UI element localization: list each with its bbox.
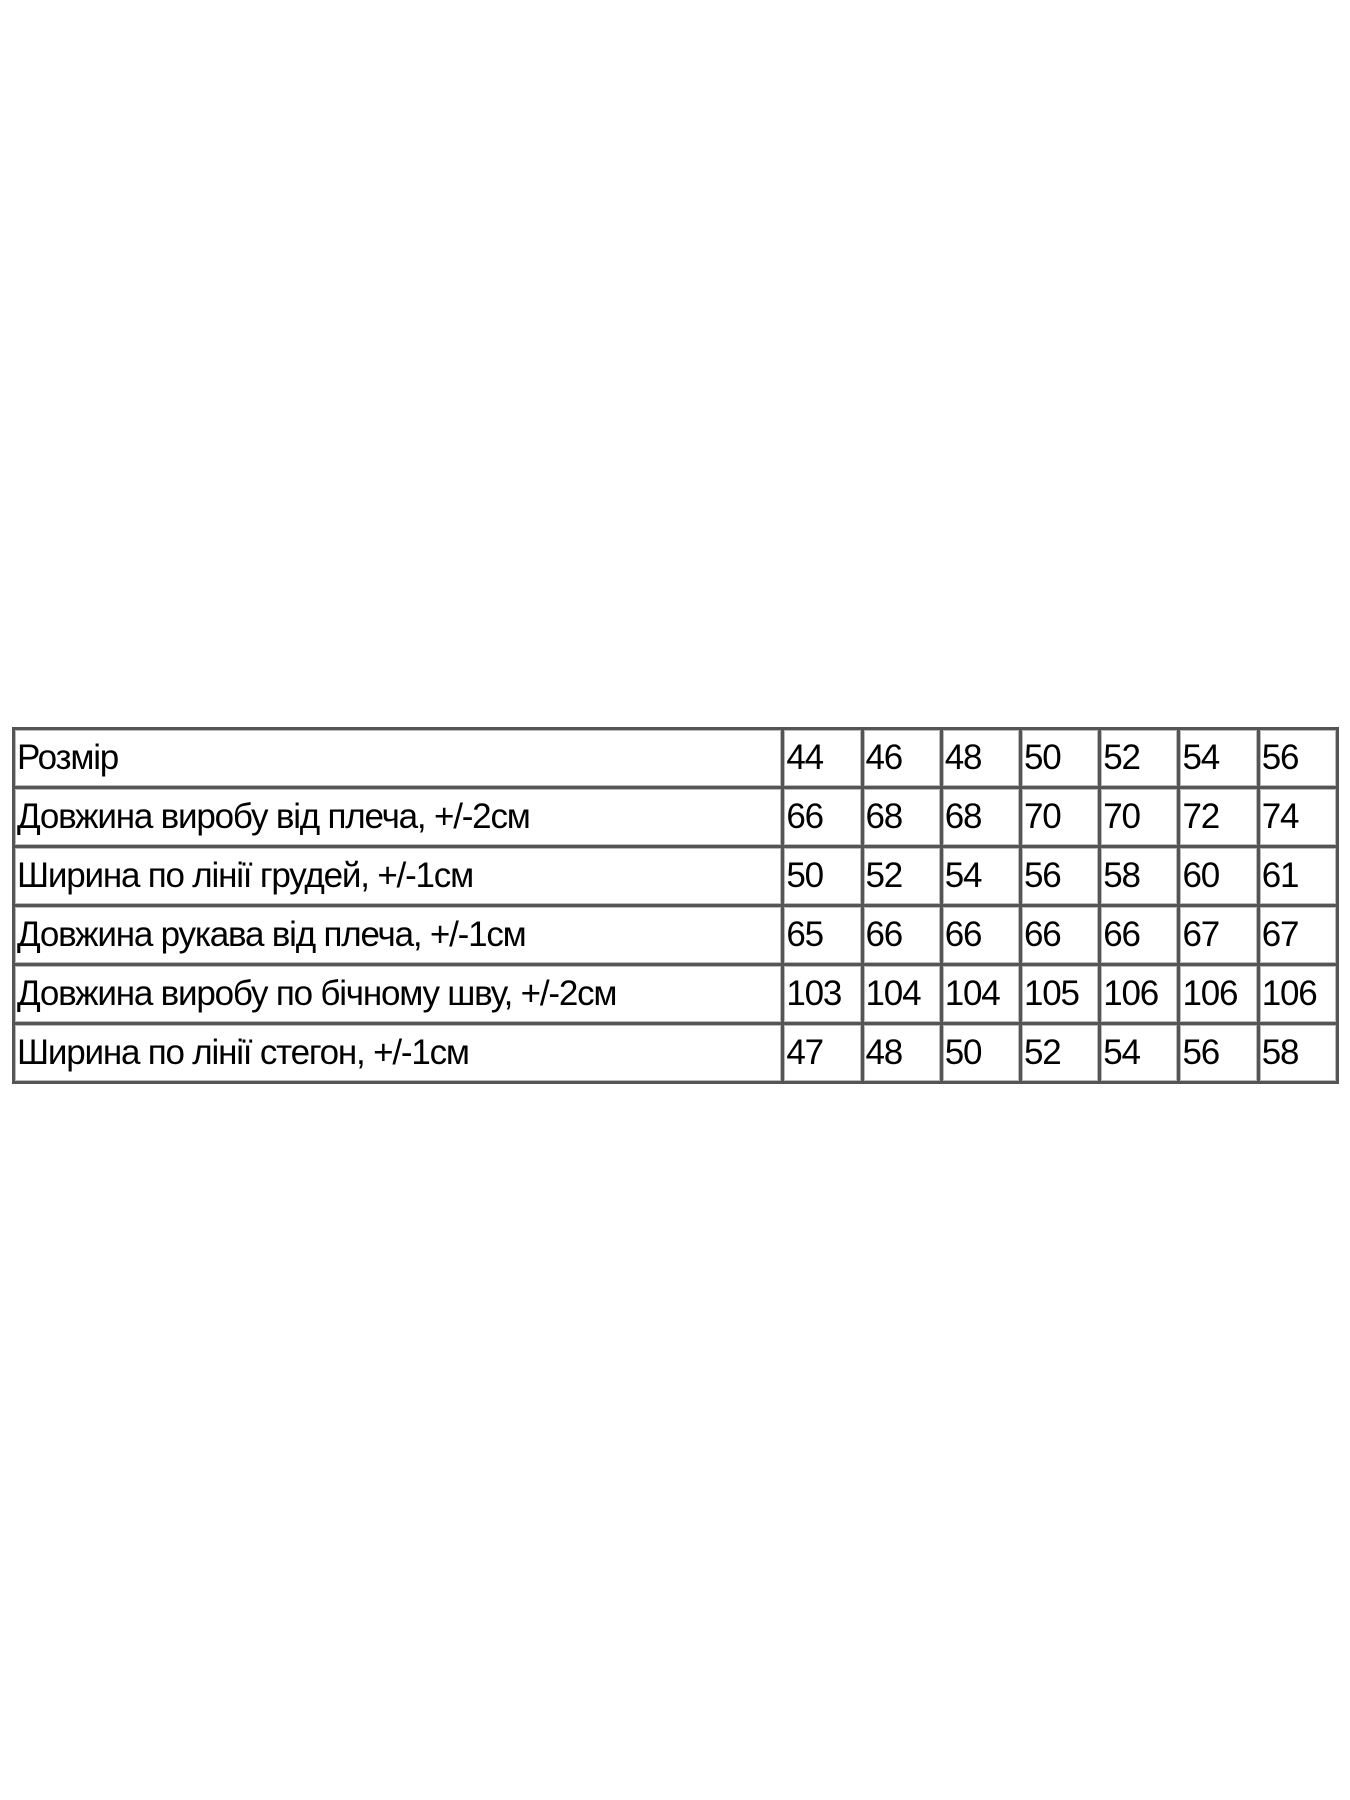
size-cell: 56 xyxy=(1256,727,1340,789)
value-cell: 66 xyxy=(939,904,1023,966)
row-label: Ширина по лінії грудей, +/-1см xyxy=(11,845,785,907)
row-label: Довжина рукава від плеча, +/-1см xyxy=(11,904,785,966)
value-cell: 50 xyxy=(781,845,864,907)
value-cell: 58 xyxy=(1098,845,1181,907)
value-cell: 54 xyxy=(1098,1022,1181,1084)
value-cell: 106 xyxy=(1098,963,1181,1025)
size-cell: 44 xyxy=(781,727,864,789)
value-cell: 56 xyxy=(1019,845,1102,907)
value-cell: 52 xyxy=(860,845,943,907)
row-label: Довжина виробу по бічному шву, +/-2см xyxy=(11,963,785,1025)
value-cell: 60 xyxy=(1177,845,1260,907)
value-cell: 103 xyxy=(781,963,864,1025)
value-cell: 47 xyxy=(781,1022,864,1084)
value-cell: 66 xyxy=(1098,904,1181,966)
value-cell: 52 xyxy=(1019,1022,1102,1084)
value-cell: 104 xyxy=(939,963,1023,1025)
value-cell: 50 xyxy=(939,1022,1023,1084)
table-row: Довжина виробу від плеча, +/-2см 66 68 68 70… xyxy=(11,786,1340,848)
value-cell: 68 xyxy=(939,786,1023,848)
header-row: Розмір 44 46 48 50 52 54 56 xyxy=(11,727,1340,789)
value-cell: 74 xyxy=(1256,786,1340,848)
size-cell: 52 xyxy=(1098,727,1181,789)
row-label: Ширина по лінії стегон, +/-1см xyxy=(11,1022,785,1084)
value-cell: 70 xyxy=(1098,786,1181,848)
value-cell: 58 xyxy=(1256,1022,1340,1084)
table-row: Довжина рукава від плеча, +/-1см 65 66 66 66… xyxy=(11,904,1340,966)
size-cell: 46 xyxy=(860,727,943,789)
value-cell: 48 xyxy=(860,1022,943,1084)
value-cell: 67 xyxy=(1256,904,1340,966)
value-cell: 105 xyxy=(1019,963,1102,1025)
table-row: Довжина виробу по бічному шву, +/-2см 103… xyxy=(11,963,1340,1025)
size-cell: 50 xyxy=(1019,727,1102,789)
value-cell: 65 xyxy=(781,904,864,966)
value-cell: 66 xyxy=(860,904,943,966)
value-cell: 70 xyxy=(1019,786,1102,848)
value-cell: 56 xyxy=(1177,1022,1260,1084)
value-cell: 104 xyxy=(860,963,943,1025)
value-cell: 66 xyxy=(1019,904,1102,966)
value-cell: 67 xyxy=(1177,904,1260,966)
value-cell: 68 xyxy=(860,786,943,848)
value-cell: 61 xyxy=(1256,845,1340,907)
value-cell: 106 xyxy=(1256,963,1340,1025)
row-label: Довжина виробу від плеча, +/-2см xyxy=(11,786,785,848)
size-cell: 48 xyxy=(939,727,1023,789)
value-cell: 66 xyxy=(781,786,864,848)
value-cell: 54 xyxy=(939,845,1023,907)
header-label: Розмір xyxy=(11,727,785,789)
table-row: Ширина по лінії грудей, +/-1см 50 52 54 56 58… xyxy=(11,845,1340,907)
value-cell: 72 xyxy=(1177,786,1260,848)
size-chart-table: Розмір 44 46 48 50 52 54 56 Довжина виро… xyxy=(11,727,1340,1084)
table-row: Ширина по лінії стегон, +/-1см 47 48 50 52 54… xyxy=(11,1022,1340,1084)
value-cell: 106 xyxy=(1177,963,1260,1025)
size-cell: 54 xyxy=(1177,727,1260,789)
